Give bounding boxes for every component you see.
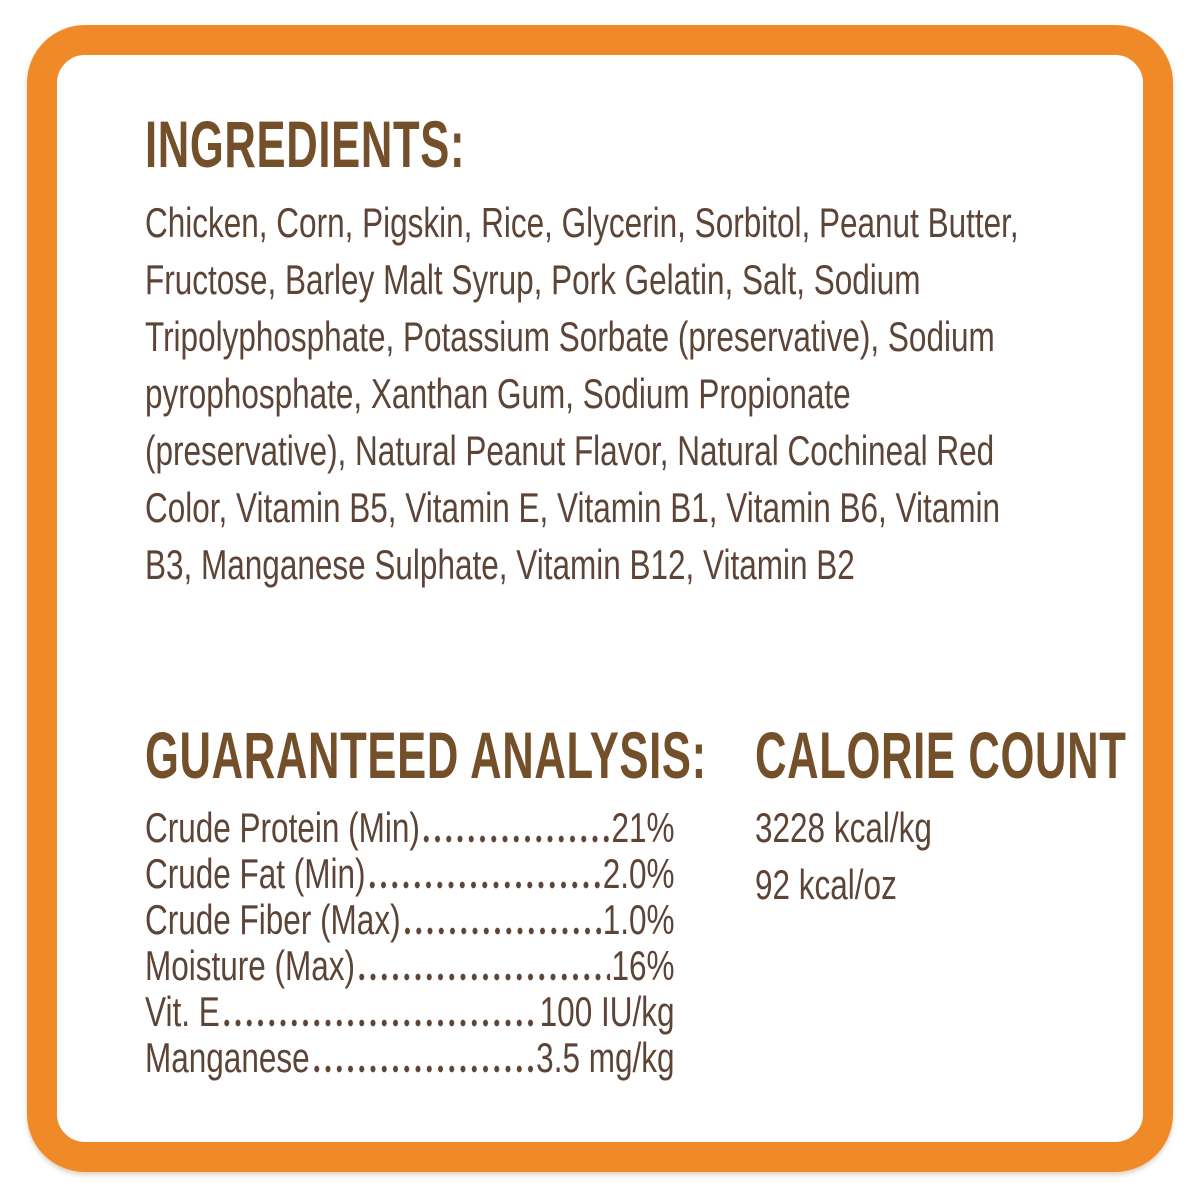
analysis-label: Manganese (145, 1034, 310, 1081)
ingredient-line: B3, Manganese Sulphate, Vitamin B12, Vit… (145, 541, 855, 588)
guaranteed-analysis-heading-text: GUARANTEED ANALYSIS: (145, 718, 707, 792)
calorie-per-kg: 3228 kcal/kg (755, 804, 932, 851)
analysis-value: 16% (611, 942, 675, 989)
analysis-row: Crude Protein (Min) 21% (145, 805, 675, 851)
label-content: INGREDIENTS: Chicken, Corn, Pigskin, Ric… (145, 0, 1155, 1101)
ingredients-heading: INGREDIENTS: (145, 0, 1155, 178)
analysis-row: Manganese 3.5 mg/kg (145, 1035, 675, 1081)
guaranteed-analysis-table: Crude Protein (Min) 21% Crude Fat (Min) … (145, 805, 1155, 1081)
calorie-count-section: CALORIE COUNT 3228 kcal/kg 92 kcal/oz (755, 721, 1155, 913)
ingredients-heading-text: INGREDIENTS: (145, 107, 466, 181)
analysis-value: 1.0% (602, 896, 675, 943)
guaranteed-analysis-heading: GUARANTEED ANALYSIS: (145, 721, 1155, 789)
dot-leader (221, 1018, 539, 1028)
ingredient-line: (preservative), Natural Peanut Flavor, N… (145, 427, 995, 474)
calorie-count-heading-text: CALORIE COUNT (755, 718, 1127, 792)
analysis-row: Crude Fiber (Max) 1.0% (145, 897, 675, 943)
guaranteed-analysis-section: GUARANTEED ANALYSIS: Crude Protein (Min)… (145, 721, 1155, 1081)
dot-leader (402, 926, 602, 936)
analysis-value: 21% (611, 804, 675, 851)
dot-leader (421, 834, 610, 844)
calorie-per-oz: 92 kcal/oz (755, 861, 897, 908)
ingredient-line: pyrophosphate, Xanthan Gum, Sodium Propi… (145, 370, 851, 417)
analysis-label: Vit. E (145, 988, 220, 1035)
analysis-value: 100 IU/kg (539, 988, 675, 1035)
dot-leader (356, 972, 610, 982)
ingredient-line: Fructose, Barley Malt Syrup, Pork Gelati… (145, 256, 921, 303)
ingredients-list: Chicken, Corn, Pigskin, Rice, Glycerin, … (145, 194, 1155, 593)
ingredient-line: Color, Vitamin B5, Vitamin E, Vitamin B1… (145, 484, 1000, 531)
analysis-row: Crude Fat (Min) 2.0% (145, 851, 675, 897)
analysis-label: Crude Protein (Min) (145, 804, 420, 851)
calorie-count-heading: CALORIE COUNT (755, 721, 1155, 789)
dot-leader (367, 880, 602, 890)
analysis-and-calories-section: GUARANTEED ANALYSIS: Crude Protein (Min)… (145, 721, 1155, 1101)
ingredient-line: Chicken, Corn, Pigskin, Rice, Glycerin, … (145, 199, 1019, 246)
analysis-label: Crude Fiber (Max) (145, 896, 401, 943)
analysis-value: 3.5 mg/kg (536, 1034, 675, 1081)
calorie-count-values: 3228 kcal/kg 92 kcal/oz (755, 799, 1155, 913)
analysis-label: Crude Fat (Min) (145, 850, 366, 897)
ingredient-line: Tripolyphosphate, Potassium Sorbate (pre… (145, 313, 995, 360)
analysis-row: Vit. E 100 IU/kg (145, 989, 675, 1035)
analysis-row: Moisture (Max) 16% (145, 943, 675, 989)
analysis-value: 2.0% (602, 850, 675, 897)
analysis-label: Moisture (Max) (145, 942, 356, 989)
dot-leader (311, 1064, 535, 1074)
